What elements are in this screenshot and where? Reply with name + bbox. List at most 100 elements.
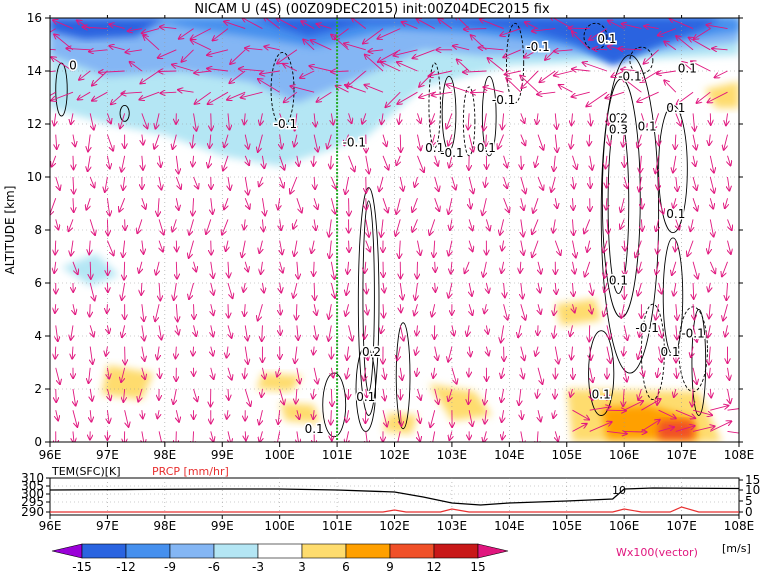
wind-vector-440 [432,431,435,442]
wind-vector-520 [502,431,503,439]
wind-vector-271 [278,198,280,209]
wind-vector-28 [72,261,78,274]
wind-vector-502 [485,388,487,405]
wind-vector-167 [189,282,194,299]
sub-x-tick-label-9: 105E [552,519,583,533]
wind-vector-530 [500,219,505,234]
wind-vector-293 [297,155,299,166]
wind-vector-517 [463,71,487,72]
contour-label-7: -0.1 [440,146,463,160]
x-tick-label-9: 105E [552,448,583,462]
contour-label-1: -0.1 [274,117,297,131]
wind-vector-412 [400,176,403,191]
wind-vector-407 [400,282,402,300]
wind-vector-464 [448,346,453,362]
wind-vector-145 [176,325,178,334]
wind-vector-58 [66,48,91,49]
wind-vector-614 [571,134,573,149]
wind-vector-627 [590,282,593,295]
wind-vector-54 [88,134,90,152]
wind-vector-747 [693,282,694,299]
wind-vector-387 [383,282,384,292]
wind-vector-375 [362,113,366,123]
wind-vector-41 [90,410,91,422]
wind-vector-570 [532,219,539,234]
wind-vector-391 [382,198,388,212]
wind-vector-253 [262,155,264,168]
contour-label-19: 0.1 [609,273,628,287]
wind-vector-433 [417,155,423,172]
wind-vector-399 [363,28,384,44]
wind-vector-779 [694,28,711,39]
wind-vector-166 [194,304,195,319]
shade-region-8 [279,402,320,424]
contour-label-20: -0.1 [635,321,658,335]
wind-vector-519 [464,29,487,30]
wind-vector-334 [327,134,332,149]
sub-left-tick-label-4: 290 [21,505,44,519]
wind-vector-34 [73,134,75,147]
wind-vector-539 [480,19,504,30]
wind-vector-683 [641,367,643,376]
wind-vector-71 [107,198,109,215]
wind-vector-142 [173,388,176,404]
wind-vector-414 [400,134,401,152]
wind-vector-415 [399,113,400,124]
wind-vector-120 [159,431,162,442]
colorbar-label-3: -6 [208,560,220,574]
contour-10 [607,112,630,295]
wind-vector-242 [261,388,262,397]
wind-vector-340 [346,431,349,442]
wind-vector-173 [193,155,194,167]
wind-vector-745 [692,325,697,341]
wind-vector-794 [724,134,728,150]
wind-vector-291 [296,198,302,212]
wind-vector-569 [532,240,539,258]
wind-vector-574 [537,134,543,150]
wind-vector-258 [245,48,263,50]
wind-vector-658 [593,49,607,50]
wind-vector-114 [142,134,143,145]
wind-vector-312 [314,176,315,189]
wind-vector-654 [607,134,610,146]
wind-vector-737 [657,71,676,74]
wind-vector-670 [620,219,624,229]
wind-vector-616 [559,85,573,93]
wind-vector-255 [260,113,262,124]
wind-vector-785 [725,325,727,336]
contour-4 [395,322,411,430]
wind-vector-158 [158,49,177,58]
wind-vector-489 [469,240,472,252]
wind-vector-305 [314,325,316,339]
wind-vector-156 [161,92,177,93]
wind-vector-781 [727,408,739,411]
wind-vector-696 [622,77,642,93]
wind-vector-72 [105,176,108,192]
wind-vector-510 [486,219,489,230]
wind-vector-757 [682,62,694,72]
wind-vector-117 [130,62,143,72]
wind-vector-22 [73,388,76,406]
wind-vector-753 [693,155,695,166]
wind-vector-396 [365,85,384,93]
wind-vector-432 [415,176,418,187]
wind-vector-354 [344,134,349,146]
wind-vector-796 [708,91,728,102]
wind-vector-623 [590,367,593,382]
wind-vector-165 [194,325,197,336]
wind-vector-136 [139,91,160,99]
wind-vector-789 [728,240,731,254]
wind-vector-132 [159,176,161,190]
wind-vector-164 [193,346,194,356]
colorbar: -15 -12 -9 -6 -3 3 6 9 12 15 [51,543,509,574]
wind-vector-495 [468,113,469,129]
contour-12 [600,54,660,374]
wind-vector-422 [417,388,420,400]
wind-vector-424 [416,346,418,355]
wind-vector-111 [142,198,146,209]
wind-vector-17 [50,70,56,72]
wind-vector-105 [142,325,144,340]
wind-vector-393 [382,155,388,170]
wind-vector-296 [284,91,298,102]
wind-vector-177 [172,65,194,72]
